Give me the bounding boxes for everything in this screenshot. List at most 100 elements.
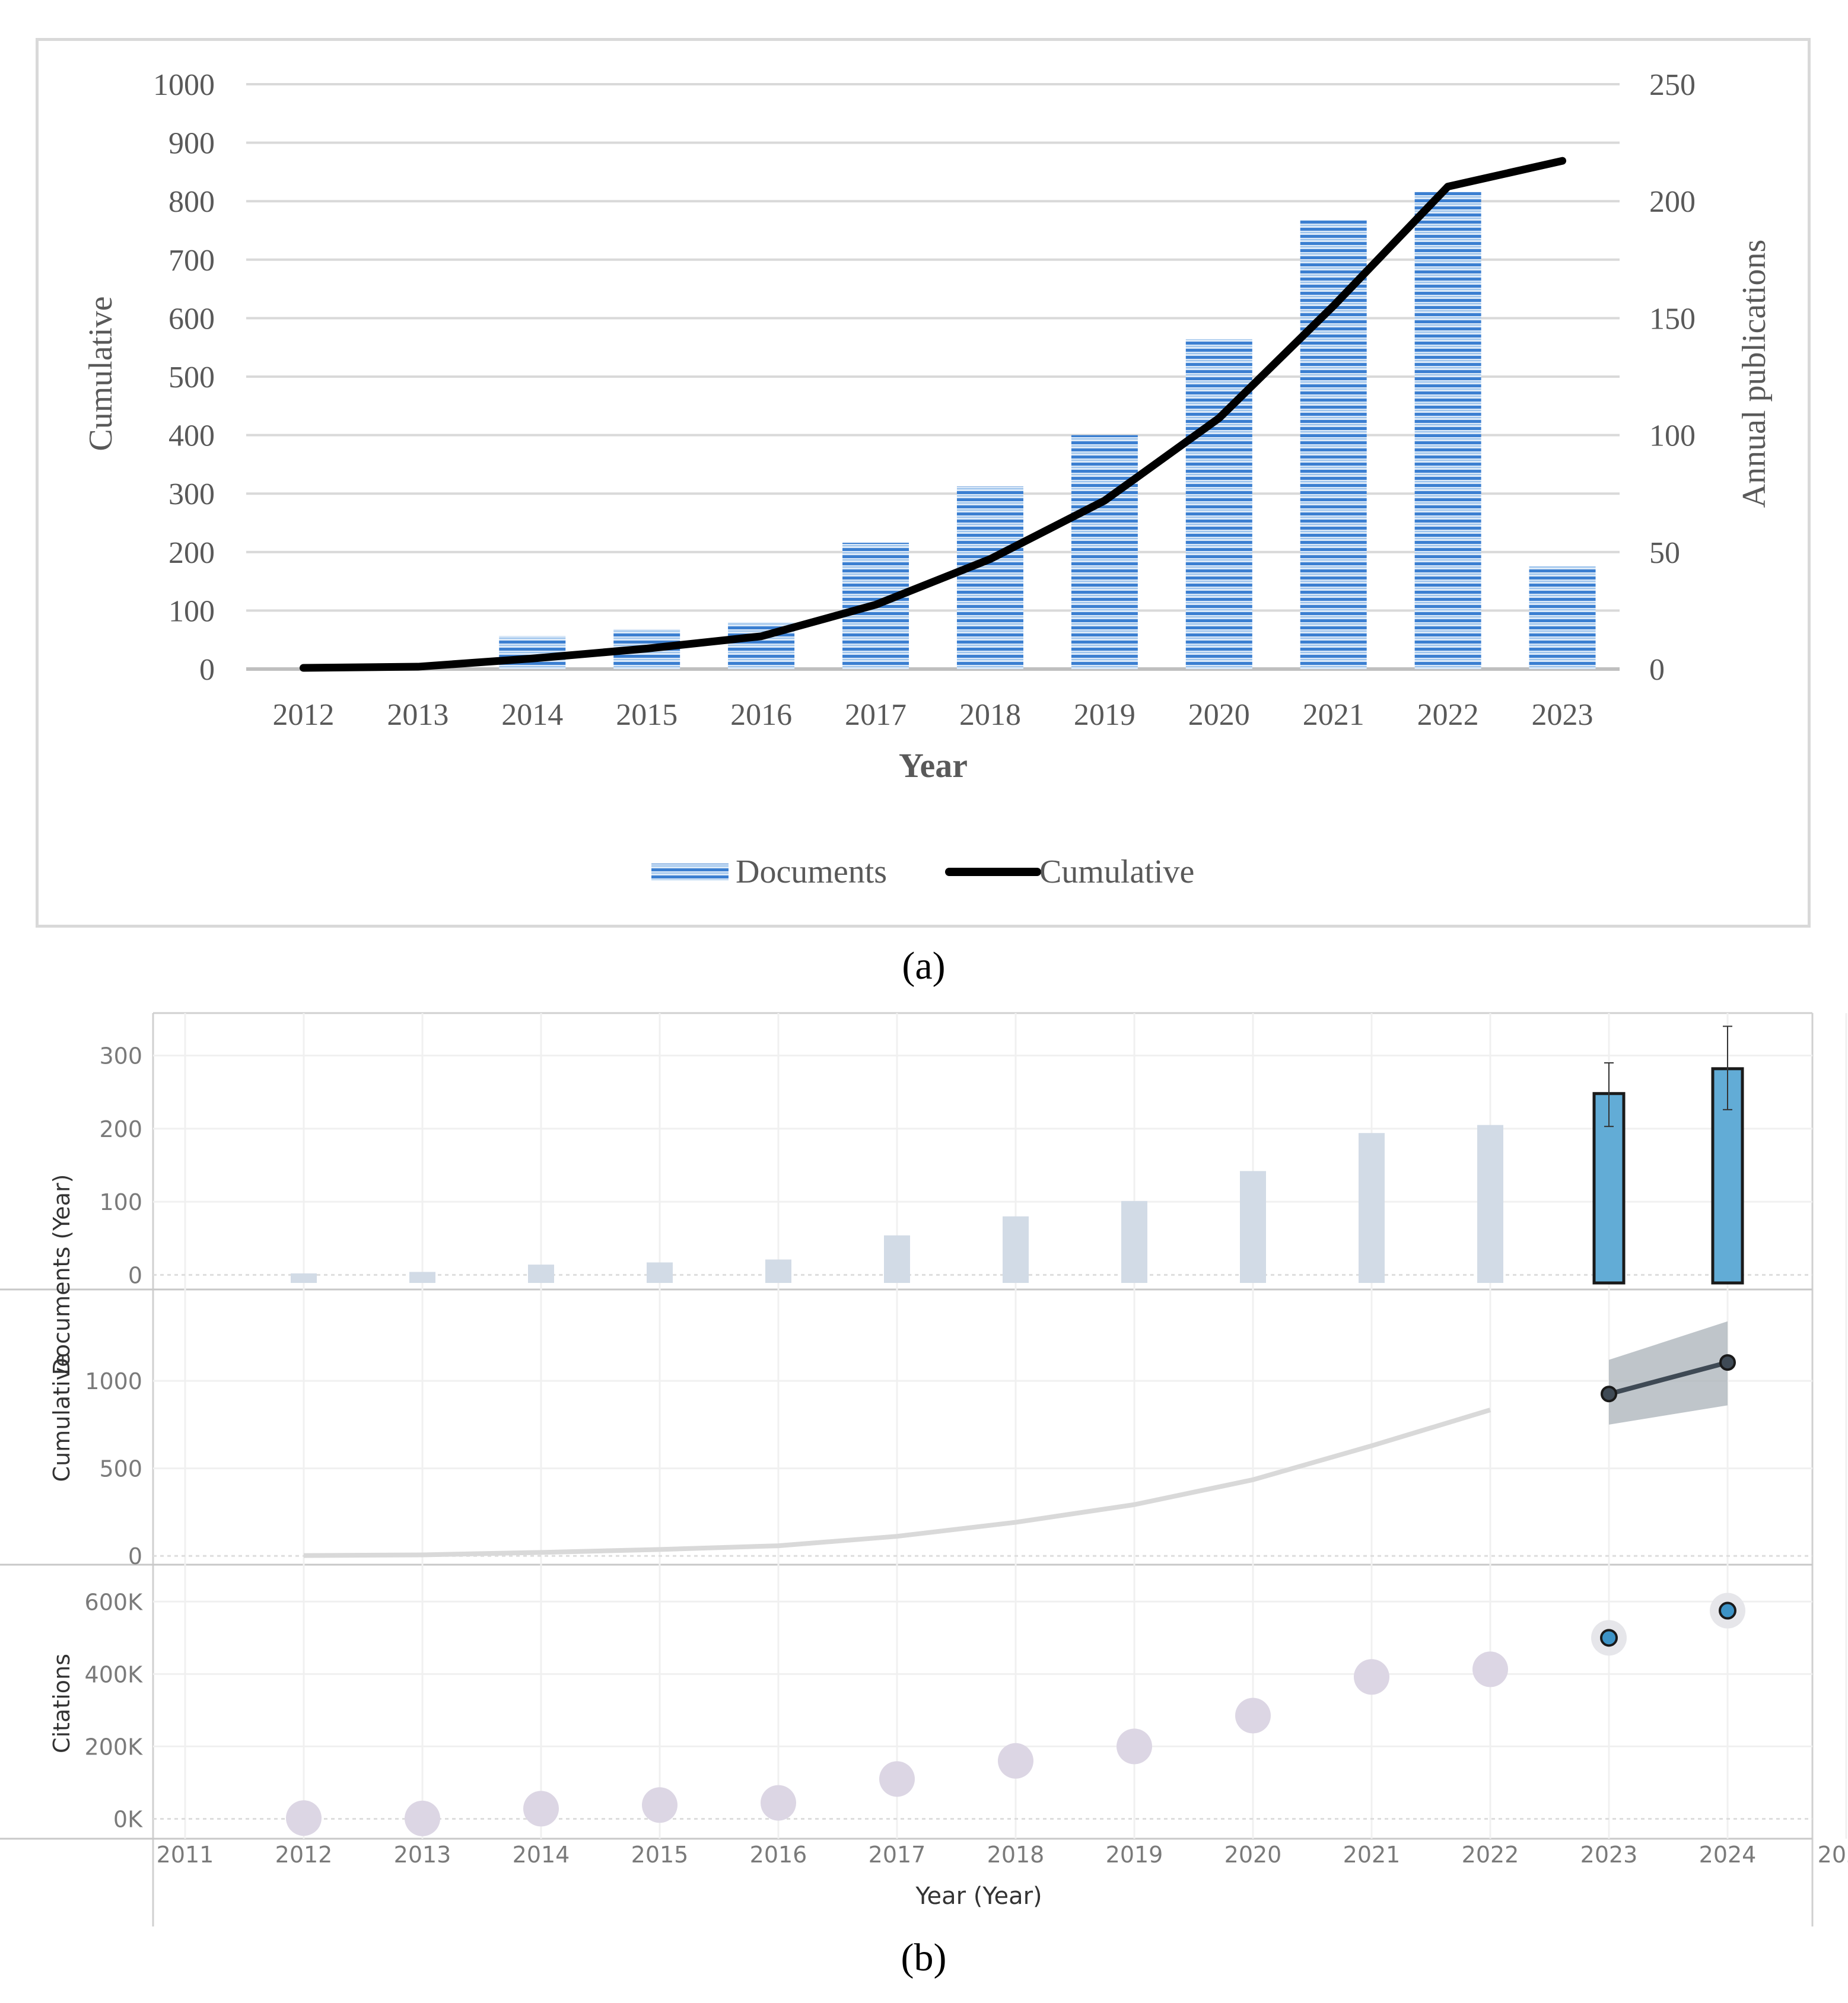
b-x-tick: 2018 bbox=[987, 1842, 1045, 1868]
a-bar-documents bbox=[1300, 219, 1367, 669]
b-bar-documents bbox=[765, 1259, 791, 1283]
b-point-citations bbox=[286, 1800, 322, 1836]
a-x-tick: 2023 bbox=[1532, 698, 1593, 732]
legend-label-cumulative: Cumulative bbox=[1039, 854, 1194, 890]
b-forecast-band bbox=[1609, 1321, 1728, 1425]
b-x-tick: 2022 bbox=[1462, 1842, 1519, 1868]
panel-title-citations: Citations bbox=[49, 1654, 75, 1753]
panel-title-documents: Documents (Year) bbox=[49, 1174, 75, 1375]
panel-title-cumulative: Cumulative bbox=[49, 1354, 75, 1482]
b-y-tick: 0K bbox=[113, 1806, 143, 1832]
b-x-tick: 2013 bbox=[394, 1842, 451, 1868]
a-bar-documents bbox=[1071, 435, 1138, 669]
a-right-tick: 50 bbox=[1649, 536, 1680, 570]
a-x-tick: 2015 bbox=[616, 698, 678, 732]
b-bar-documents bbox=[1121, 1200, 1147, 1283]
b-forecast-point bbox=[1601, 1386, 1617, 1403]
b-y-tick: 200K bbox=[85, 1734, 144, 1760]
b-x-tick: 2020 bbox=[1224, 1842, 1282, 1868]
a-left-tick: 100 bbox=[168, 594, 215, 628]
a-left-tick: 500 bbox=[168, 361, 215, 394]
b-y-tick: 100 bbox=[99, 1189, 142, 1215]
b-x-tick: 2025 bbox=[1818, 1842, 1848, 1868]
b-y-tick: 400K bbox=[85, 1661, 144, 1687]
b-point-citations bbox=[1235, 1698, 1271, 1734]
b-forecast-point bbox=[1719, 1354, 1736, 1371]
a-x-tick: 2018 bbox=[959, 698, 1021, 732]
b-y-tick: 500 bbox=[99, 1456, 142, 1482]
b-forecast-line bbox=[1608, 1360, 1729, 1397]
a-left-tick: 0 bbox=[199, 653, 215, 687]
a-left-tick: 200 bbox=[168, 536, 215, 570]
a-x-tick: 2016 bbox=[730, 698, 792, 732]
b-y-tick: 200 bbox=[99, 1116, 142, 1142]
b-x-tick: 2017 bbox=[869, 1842, 926, 1868]
legend-swatch-documents bbox=[651, 864, 729, 880]
b-bar-documents bbox=[528, 1265, 554, 1283]
b-y-tick: 0 bbox=[128, 1543, 142, 1569]
b-x-tick: 2014 bbox=[513, 1842, 570, 1868]
a-right-tick: 200 bbox=[1649, 185, 1696, 219]
b-point-citations bbox=[405, 1800, 440, 1836]
a-right-tick: 250 bbox=[1649, 68, 1696, 102]
right-axis-title: Annual publications bbox=[1736, 240, 1773, 508]
b-y-tick: 600K bbox=[85, 1589, 144, 1615]
a-bar-documents bbox=[956, 486, 1023, 669]
figure-a-frame bbox=[36, 38, 1811, 928]
b-bar-documents bbox=[291, 1273, 317, 1283]
a-left-tick: 800 bbox=[168, 185, 215, 219]
b-x-tick: 2021 bbox=[1343, 1842, 1401, 1868]
b-point-forecast bbox=[1600, 1629, 1618, 1647]
b-point-citations bbox=[879, 1761, 915, 1797]
chart-a: 0 100 200 300 400 500 600 700 800 900 1000 0 50 100 1… bbox=[82, 68, 1773, 988]
a-bar-documents bbox=[1529, 566, 1596, 669]
b-point-citations bbox=[523, 1791, 559, 1827]
a-x-tick: 2019 bbox=[1074, 698, 1135, 732]
b-bar-documents bbox=[647, 1262, 673, 1283]
a-right-tick: 0 bbox=[1649, 653, 1665, 687]
a-line-cumulative bbox=[299, 157, 1567, 672]
b-x-tick: 2015 bbox=[631, 1842, 689, 1868]
x-axis-title: Year bbox=[899, 746, 968, 785]
b-y-tick: 0 bbox=[128, 1262, 142, 1288]
b-bar-documents bbox=[1359, 1133, 1385, 1283]
b-bar-documents bbox=[1240, 1171, 1266, 1283]
b-bar-documents bbox=[1003, 1216, 1029, 1283]
legend-label-documents: Documents bbox=[736, 854, 887, 890]
panel-label-a: (a) bbox=[902, 944, 945, 988]
a-x-tick: 2020 bbox=[1188, 698, 1250, 732]
b-line-cumulative bbox=[303, 1407, 1491, 1558]
chart-b: 0 100 200 300 0 500 1000 0K 200K 400K 600K 2011 201… bbox=[0, 1012, 1848, 1979]
a-x-tick: 2012 bbox=[272, 698, 334, 732]
b-bar-documents bbox=[1477, 1125, 1503, 1283]
b-x-tick: 2016 bbox=[750, 1842, 807, 1868]
b-point-citations bbox=[998, 1743, 1033, 1779]
a-left-tick: 300 bbox=[168, 477, 215, 511]
b-bar-documents bbox=[884, 1235, 910, 1283]
b-point-citations bbox=[642, 1787, 678, 1823]
b-x-tick: 2011 bbox=[157, 1842, 214, 1868]
a-x-tick: 2021 bbox=[1303, 698, 1364, 732]
a-left-tick: 400 bbox=[168, 419, 215, 453]
b-x-tick: 2024 bbox=[1699, 1842, 1757, 1868]
b-y-tick: 1000 bbox=[85, 1368, 142, 1394]
a-right-tick: 100 bbox=[1649, 419, 1696, 453]
b-y-tick: 300 bbox=[99, 1043, 142, 1069]
b-bar-documents bbox=[409, 1272, 435, 1283]
a-bar-documents bbox=[1185, 339, 1252, 669]
a-bar-documents bbox=[1414, 192, 1481, 669]
b-point-citations bbox=[1354, 1659, 1389, 1695]
b-point-citations bbox=[761, 1785, 796, 1821]
a-left-tick: 700 bbox=[168, 244, 215, 278]
a-x-tick: 2014 bbox=[501, 698, 563, 732]
b-point-forecast bbox=[1719, 1601, 1736, 1620]
panel-label-b: (b) bbox=[901, 1936, 947, 1979]
b-x-tick: 2023 bbox=[1580, 1842, 1638, 1868]
left-axis-title: Cumulative bbox=[82, 296, 119, 451]
a-x-tick: 2017 bbox=[845, 698, 906, 732]
b-x-tick: 2012 bbox=[275, 1842, 333, 1868]
a-right-tick: 150 bbox=[1649, 302, 1696, 336]
a-left-tick: 600 bbox=[168, 302, 215, 336]
a-x-tick: 2022 bbox=[1417, 698, 1479, 732]
x-axis-title-b: Year (Year) bbox=[915, 1883, 1042, 1910]
